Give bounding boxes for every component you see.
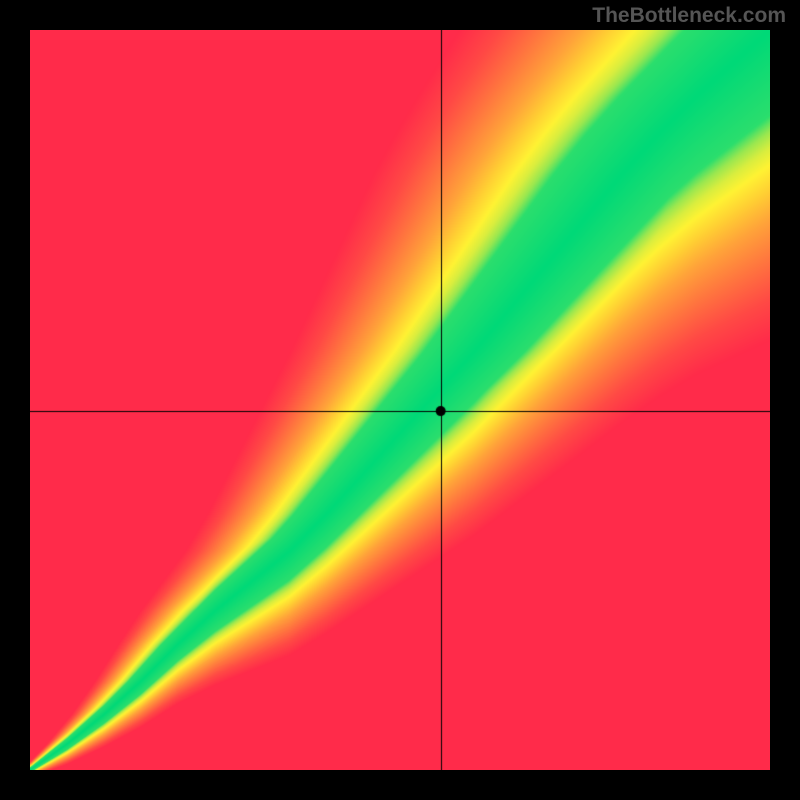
watermark-text: TheBottleneck.com bbox=[592, 4, 786, 28]
chart-container: { "watermark": "TheBottleneck.com", "wat… bbox=[0, 0, 800, 800]
bottleneck-heatmap bbox=[30, 30, 770, 770]
